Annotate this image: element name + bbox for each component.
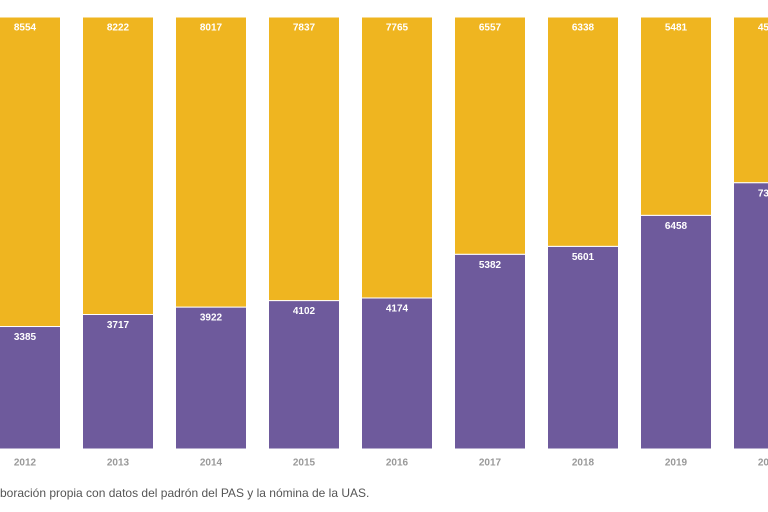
bar-segment	[82, 16, 154, 316]
bar-segment	[361, 16, 433, 299]
value-label: 3385	[14, 332, 37, 343]
x-tick-label: 2016	[386, 458, 409, 469]
value-label: 8222	[107, 23, 130, 34]
value-label: 6458	[665, 221, 688, 232]
x-tick-label: 2015	[293, 458, 316, 469]
bar-segment	[547, 16, 619, 247]
value-label: 7837	[293, 23, 316, 34]
bar-segment	[733, 16, 768, 184]
value-label: 8017	[200, 23, 223, 34]
value-label: 4560	[758, 23, 768, 34]
bar-segment	[0, 16, 61, 328]
x-tick-label: 2012	[14, 458, 37, 469]
bar-segment	[0, 326, 61, 450]
value-label: 7330	[758, 188, 768, 199]
value-label: 7765	[386, 23, 409, 34]
bar-segment	[640, 214, 712, 450]
value-label: 8554	[14, 23, 37, 34]
bar-segment	[175, 306, 247, 450]
x-tick-label: 2019	[665, 458, 688, 469]
value-label: 4102	[293, 306, 316, 317]
x-tick-label: 2013	[107, 458, 130, 469]
value-label: 3717	[107, 320, 130, 331]
bar-segment	[175, 16, 247, 308]
value-label: 5601	[572, 252, 595, 263]
x-tick-label: 2020	[758, 458, 768, 469]
x-tick-label: 2018	[572, 458, 595, 469]
bar-segment	[733, 182, 768, 450]
bar-segment	[268, 300, 340, 450]
bar-segment	[361, 297, 433, 450]
bar-segment	[454, 16, 526, 255]
value-label: 5481	[665, 23, 688, 34]
bar-segment	[268, 16, 340, 302]
value-label: 4174	[386, 304, 409, 315]
source-note: boración propia con datos del padrón del…	[0, 486, 369, 500]
value-label: 3922	[200, 313, 223, 324]
bar-segment	[454, 253, 526, 450]
bar-segment	[547, 245, 619, 450]
x-tick-label: 2014	[200, 458, 223, 469]
value-label: 5382	[479, 260, 502, 271]
x-tick-label: 2017	[479, 458, 502, 469]
value-label: 6338	[572, 23, 595, 34]
value-label: 6557	[479, 23, 502, 34]
bar-segment	[640, 16, 712, 216]
bar-segment	[82, 314, 154, 450]
